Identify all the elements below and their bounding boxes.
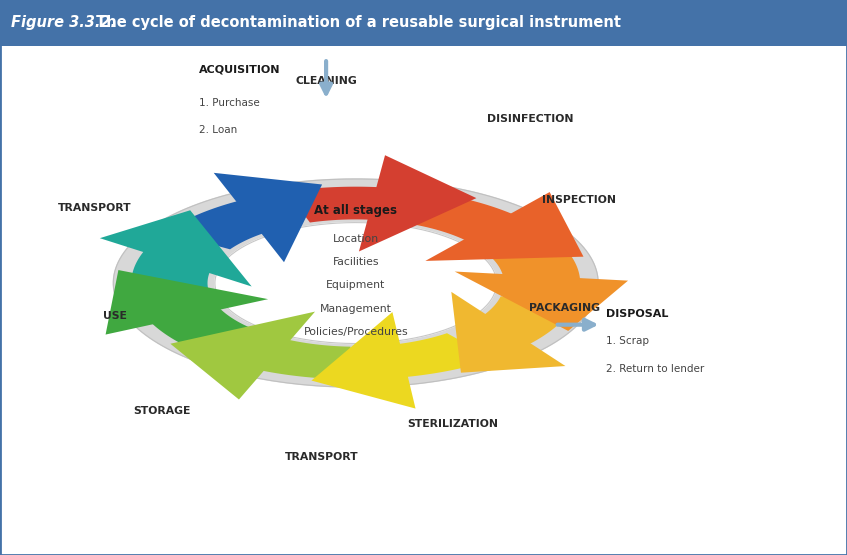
Text: Figure 3.3.2.: Figure 3.3.2. [11,15,116,31]
Text: CLEANING: CLEANING [296,76,357,86]
Text: TRANSPORT: TRANSPORT [285,452,358,462]
Text: Location: Location [333,234,379,244]
Polygon shape [124,280,257,355]
Text: Management: Management [320,304,391,314]
Polygon shape [487,238,580,321]
Text: 2. Loan: 2. Loan [199,125,237,135]
Polygon shape [466,296,575,367]
Text: Facilities: Facilities [333,257,379,267]
Polygon shape [451,292,566,373]
Polygon shape [412,194,573,249]
Polygon shape [455,271,628,331]
Text: DISINFECTION: DISINFECTION [487,114,573,124]
Polygon shape [215,223,496,344]
Polygon shape [213,173,322,262]
Bar [0,0,847,46]
Text: STERILIZATION: STERILIZATION [407,419,499,429]
Polygon shape [100,210,252,286]
Polygon shape [106,270,268,335]
Text: 1. Scrap: 1. Scrap [606,336,649,346]
Polygon shape [165,187,307,249]
Text: USE: USE [103,311,127,321]
Text: 1. Purchase: 1. Purchase [199,98,260,108]
Polygon shape [131,219,219,296]
Polygon shape [185,337,351,380]
Text: STORAGE: STORAGE [133,406,191,416]
Text: INSPECTION: INSPECTION [542,195,616,205]
Polygon shape [327,333,494,380]
Text: PACKAGING: PACKAGING [529,303,601,313]
Text: 2. Return to lender: 2. Return to lender [606,364,704,374]
Text: ACQUISITION: ACQUISITION [199,65,280,75]
Text: Policies/Procedures: Policies/Procedures [303,327,408,337]
Polygon shape [359,155,476,251]
Text: At all stages: At all stages [314,204,397,218]
Text: The cycle of decontamination of a reusable surgical instrument: The cycle of decontamination of a reusab… [91,15,622,31]
Text: DISPOSAL: DISPOSAL [606,309,668,319]
Polygon shape [425,192,584,261]
Polygon shape [170,311,315,400]
Polygon shape [113,179,598,387]
Text: TRANSPORT: TRANSPORT [58,203,131,213]
Polygon shape [286,186,461,223]
Polygon shape [312,312,416,408]
Text: Equipment: Equipment [326,280,385,290]
